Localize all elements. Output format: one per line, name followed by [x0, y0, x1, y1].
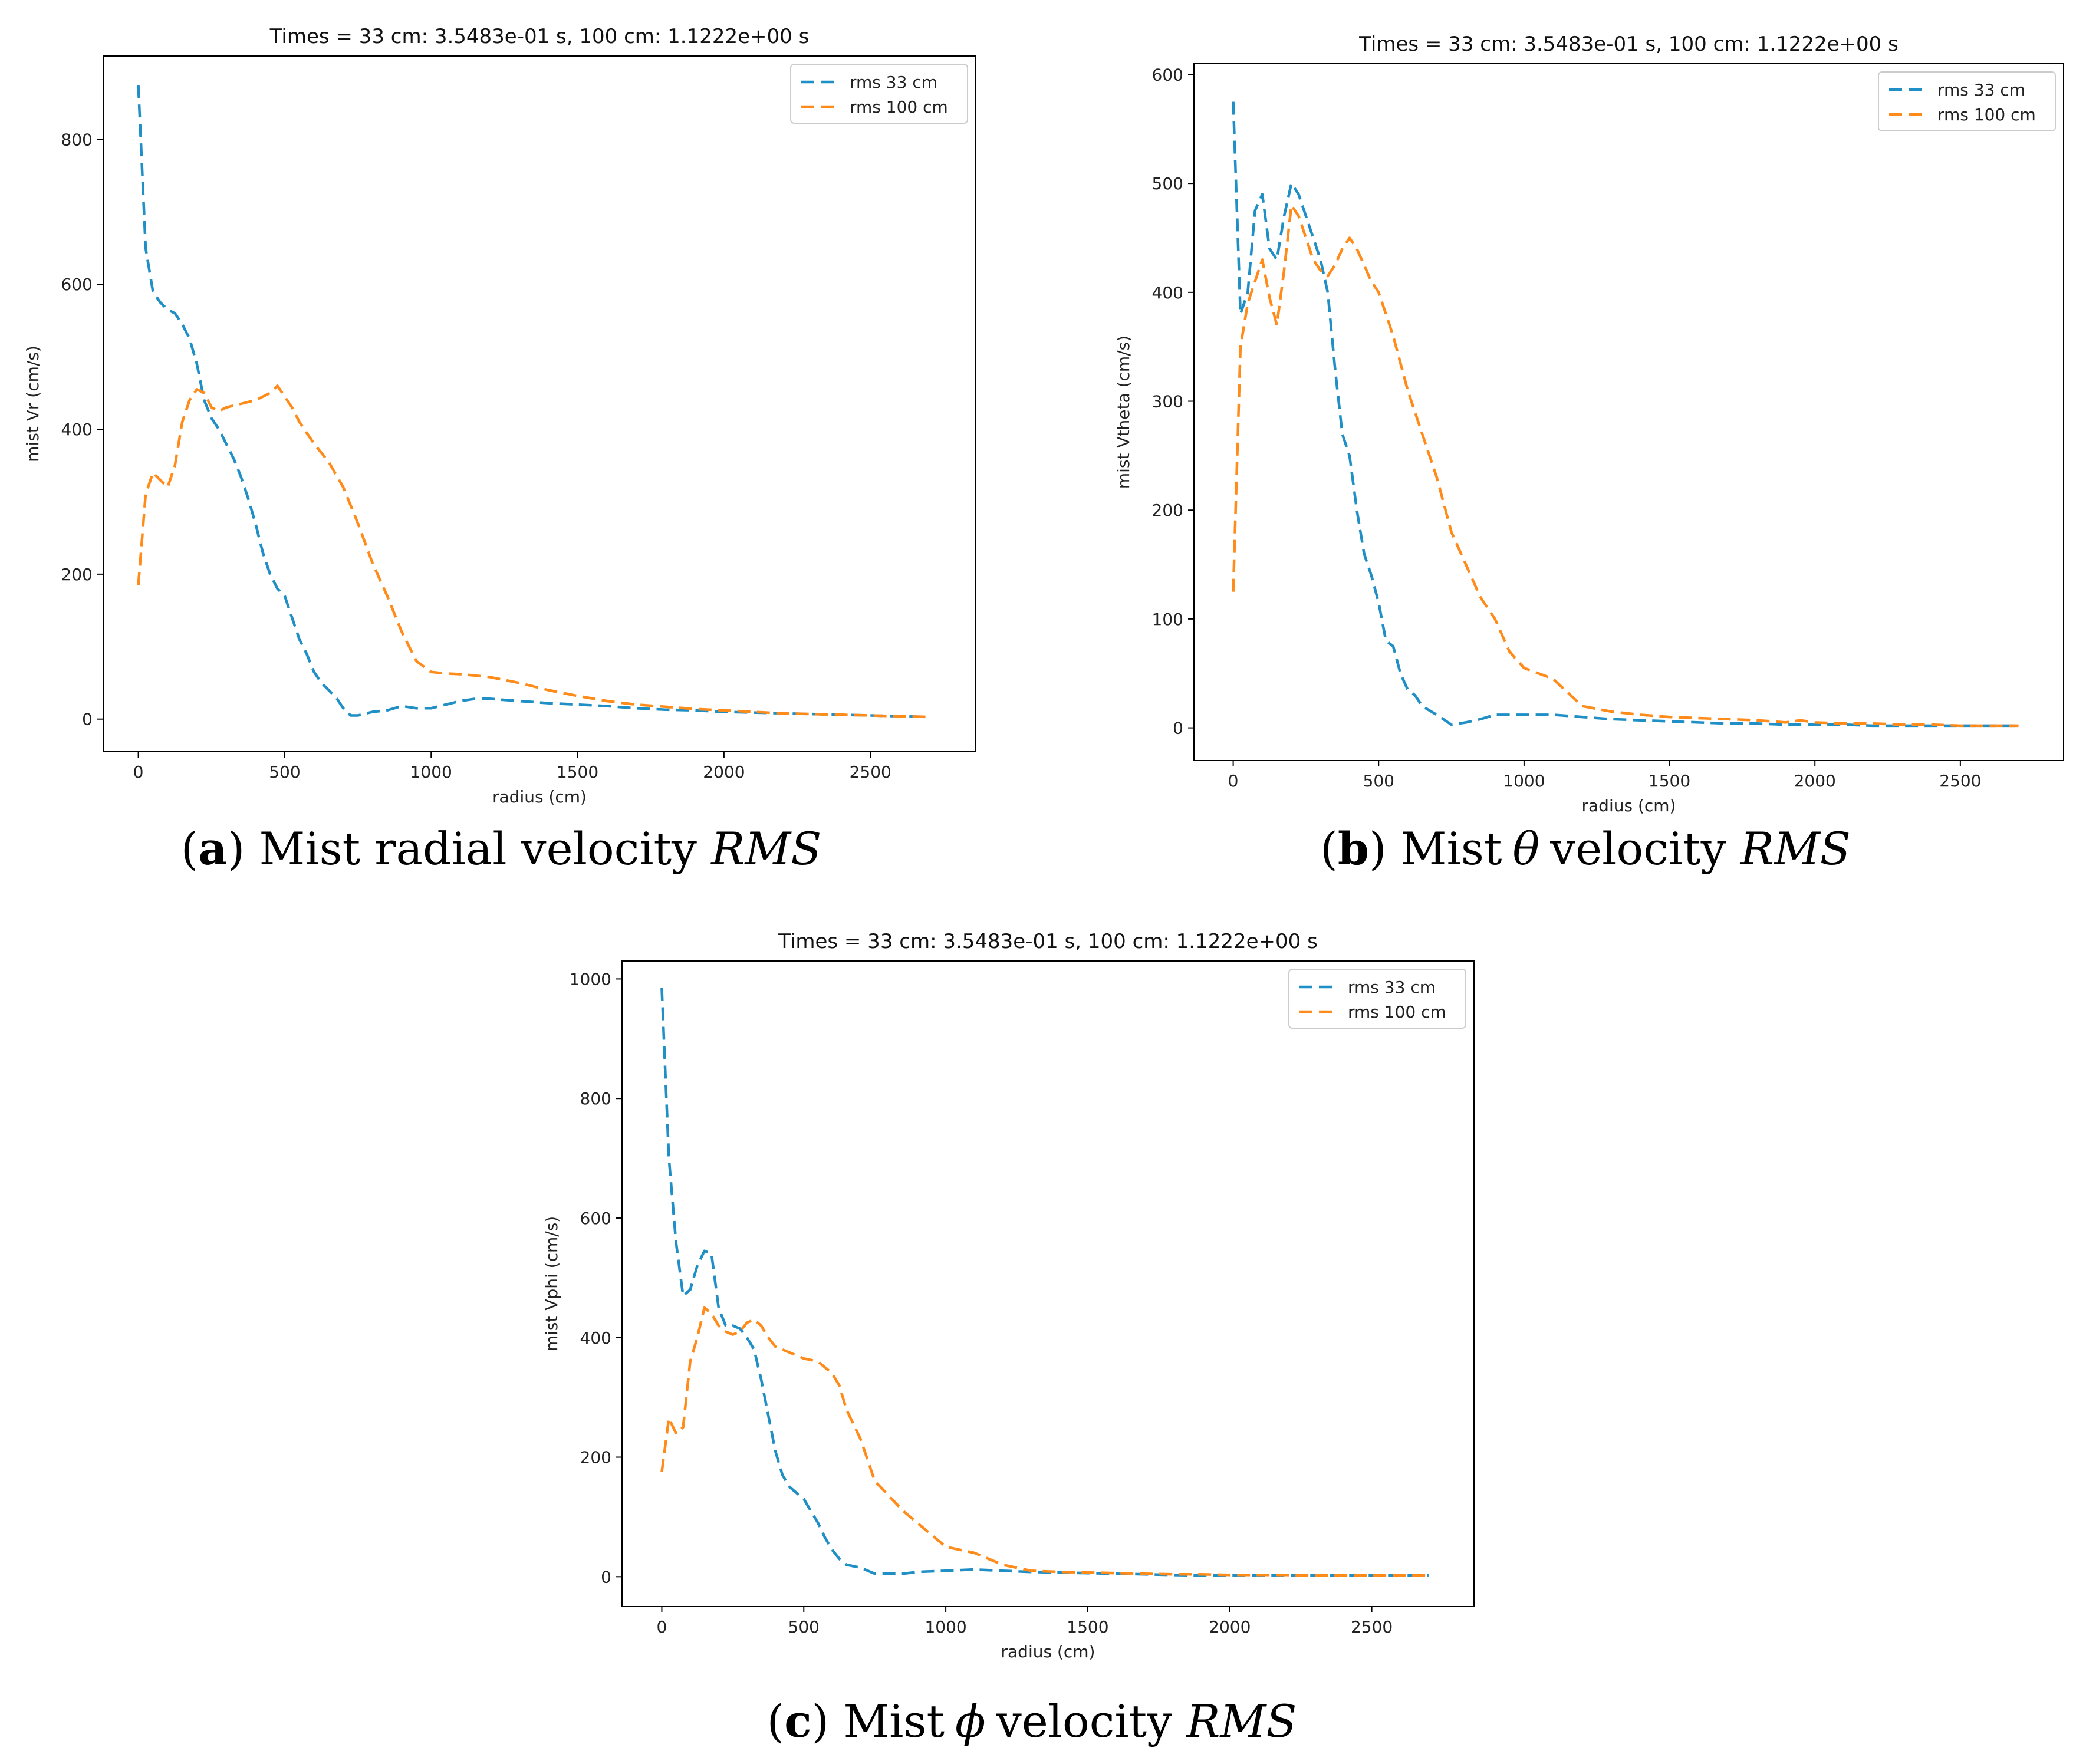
y-tick-label: 400 [1152, 283, 1183, 302]
caption-b-text: Mist [1400, 822, 1502, 875]
x-tick-label: 2000 [1794, 771, 1836, 791]
chart-title: Times = 33 cm: 3.5483e-01 s, 100 cm: 1.1… [269, 25, 810, 48]
y-tick-label: 1000 [570, 969, 611, 989]
series-line-rms-100 [660, 1306, 1429, 1577]
y-tick-label: 200 [580, 1448, 611, 1467]
chart-title: Times = 33 cm: 3.5483e-01 s, 100 cm: 1.1… [778, 930, 1318, 953]
caption-a-tag: a [198, 822, 228, 875]
y-axis-label: mist Vr (cm/s) [23, 345, 42, 462]
y-tick-label: 200 [61, 565, 93, 584]
plot-frame [1193, 63, 2064, 761]
x-tick-label: 1500 [557, 762, 598, 782]
chart-panel-c: Times = 33 cm: 3.5483e-01 s, 100 cm: 1.1… [531, 902, 1533, 1764]
x-tick-label: 0 [133, 762, 144, 782]
y-tick-label: 500 [1152, 174, 1183, 193]
x-tick-label: 2000 [1209, 1617, 1251, 1637]
y-tick-label: 600 [61, 275, 93, 294]
y-tick-label: 300 [1152, 392, 1183, 412]
chart-panel-a: Times = 33 cm: 3.5483e-01 s, 100 cm: 1.1… [0, 0, 1002, 908]
legend-label: rms 100 cm [1348, 1002, 1446, 1022]
x-tick-label: 1500 [1067, 1617, 1108, 1637]
y-tick-label: 400 [580, 1328, 611, 1348]
legend-label: rms 33 cm [1937, 80, 2025, 100]
series-line-rms-33 [660, 988, 1429, 1577]
y-tick-label: 400 [61, 420, 93, 439]
caption-c-text: Mist [843, 1695, 945, 1747]
y-tick-label: 100 [1152, 610, 1183, 629]
x-tick-label: 0 [657, 1617, 667, 1637]
legend-box [790, 64, 968, 124]
x-tick-label: 1000 [924, 1617, 966, 1637]
legend-label: rms 100 cm [850, 97, 948, 117]
y-axis-label: mist Vphi (cm/s) [542, 1216, 561, 1351]
x-tick-label: 500 [1363, 771, 1394, 791]
caption-b-text2: velocity [1550, 822, 1726, 875]
plot-frame [103, 55, 976, 752]
legend-label: rms 33 cm [850, 73, 937, 92]
x-tick-label: 2500 [1351, 1617, 1393, 1637]
caption-c-rms: RMS [1186, 1695, 1297, 1747]
caption-c-text2: velocity [996, 1695, 1173, 1747]
chart-b: Times = 33 cm: 3.5483e-01 s, 100 cm: 1.1… [1114, 32, 2064, 815]
caption-c: (c) Mist ϕ velocity RMS [766, 1695, 1297, 1747]
y-tick-label: 0 [1173, 719, 1183, 738]
y-tick-label: 800 [61, 130, 93, 149]
y-tick-label: 0 [82, 710, 93, 729]
chart-panel-b: Times = 33 cm: 3.5483e-01 s, 100 cm: 1.1… [1085, 0, 2086, 908]
x-tick-label: 2000 [703, 762, 745, 782]
caption-c-symbol: ϕ [955, 1695, 986, 1747]
x-tick-label: 1500 [1649, 771, 1690, 791]
x-tick-label: 2500 [1939, 771, 1981, 791]
x-tick-label: 1000 [1503, 771, 1545, 791]
legend-box [1288, 969, 1466, 1029]
series-line-rms-33 [137, 85, 929, 719]
y-tick-label: 600 [580, 1209, 611, 1228]
y-axis-label: mist Vtheta (cm/s) [1114, 335, 1133, 489]
caption-b-rms: RMS [1740, 822, 1851, 875]
caption-c-tag: c [784, 1695, 812, 1747]
caption-a-rms: RMS [711, 822, 822, 875]
chart-a: Times = 33 cm: 3.5483e-01 s, 100 cm: 1.1… [23, 25, 976, 807]
caption-a-text: Mist radial velocity [259, 822, 697, 875]
x-tick-label: 500 [269, 762, 300, 782]
caption-b-symbol: θ [1512, 822, 1540, 875]
legend-label: rms 33 cm [1348, 978, 1436, 997]
plot-frame [621, 960, 1475, 1607]
x-tick-label: 0 [1228, 771, 1239, 791]
series-line-rms-33 [1232, 101, 2019, 728]
x-tick-label: 1000 [410, 762, 452, 782]
legend-box [1878, 71, 2056, 131]
y-tick-label: 800 [580, 1089, 611, 1108]
caption-b-tag: b [1337, 822, 1369, 875]
x-axis-label: radius (cm) [1582, 796, 1676, 815]
legend-label: rms 100 cm [1937, 105, 2036, 124]
x-axis-label: radius (cm) [1001, 1642, 1095, 1661]
series-line-rms-100 [1232, 203, 2019, 728]
y-tick-label: 600 [1152, 65, 1183, 84]
caption-b: (b) Mist θ velocity RMS [1320, 822, 1851, 875]
chart-c: Times = 33 cm: 3.5483e-01 s, 100 cm: 1.1… [542, 930, 1475, 1661]
y-tick-label: 200 [1152, 501, 1183, 520]
x-axis-label: radius (cm) [492, 787, 587, 807]
x-tick-label: 500 [788, 1617, 820, 1637]
y-tick-label: 0 [601, 1567, 611, 1587]
series-line-rms-100 [137, 384, 929, 719]
caption-a: (a) Mist radial velocity RMS [180, 822, 822, 875]
chart-title: Times = 33 cm: 3.5483e-01 s, 100 cm: 1.1… [1358, 32, 1899, 56]
x-tick-label: 2500 [850, 762, 891, 782]
